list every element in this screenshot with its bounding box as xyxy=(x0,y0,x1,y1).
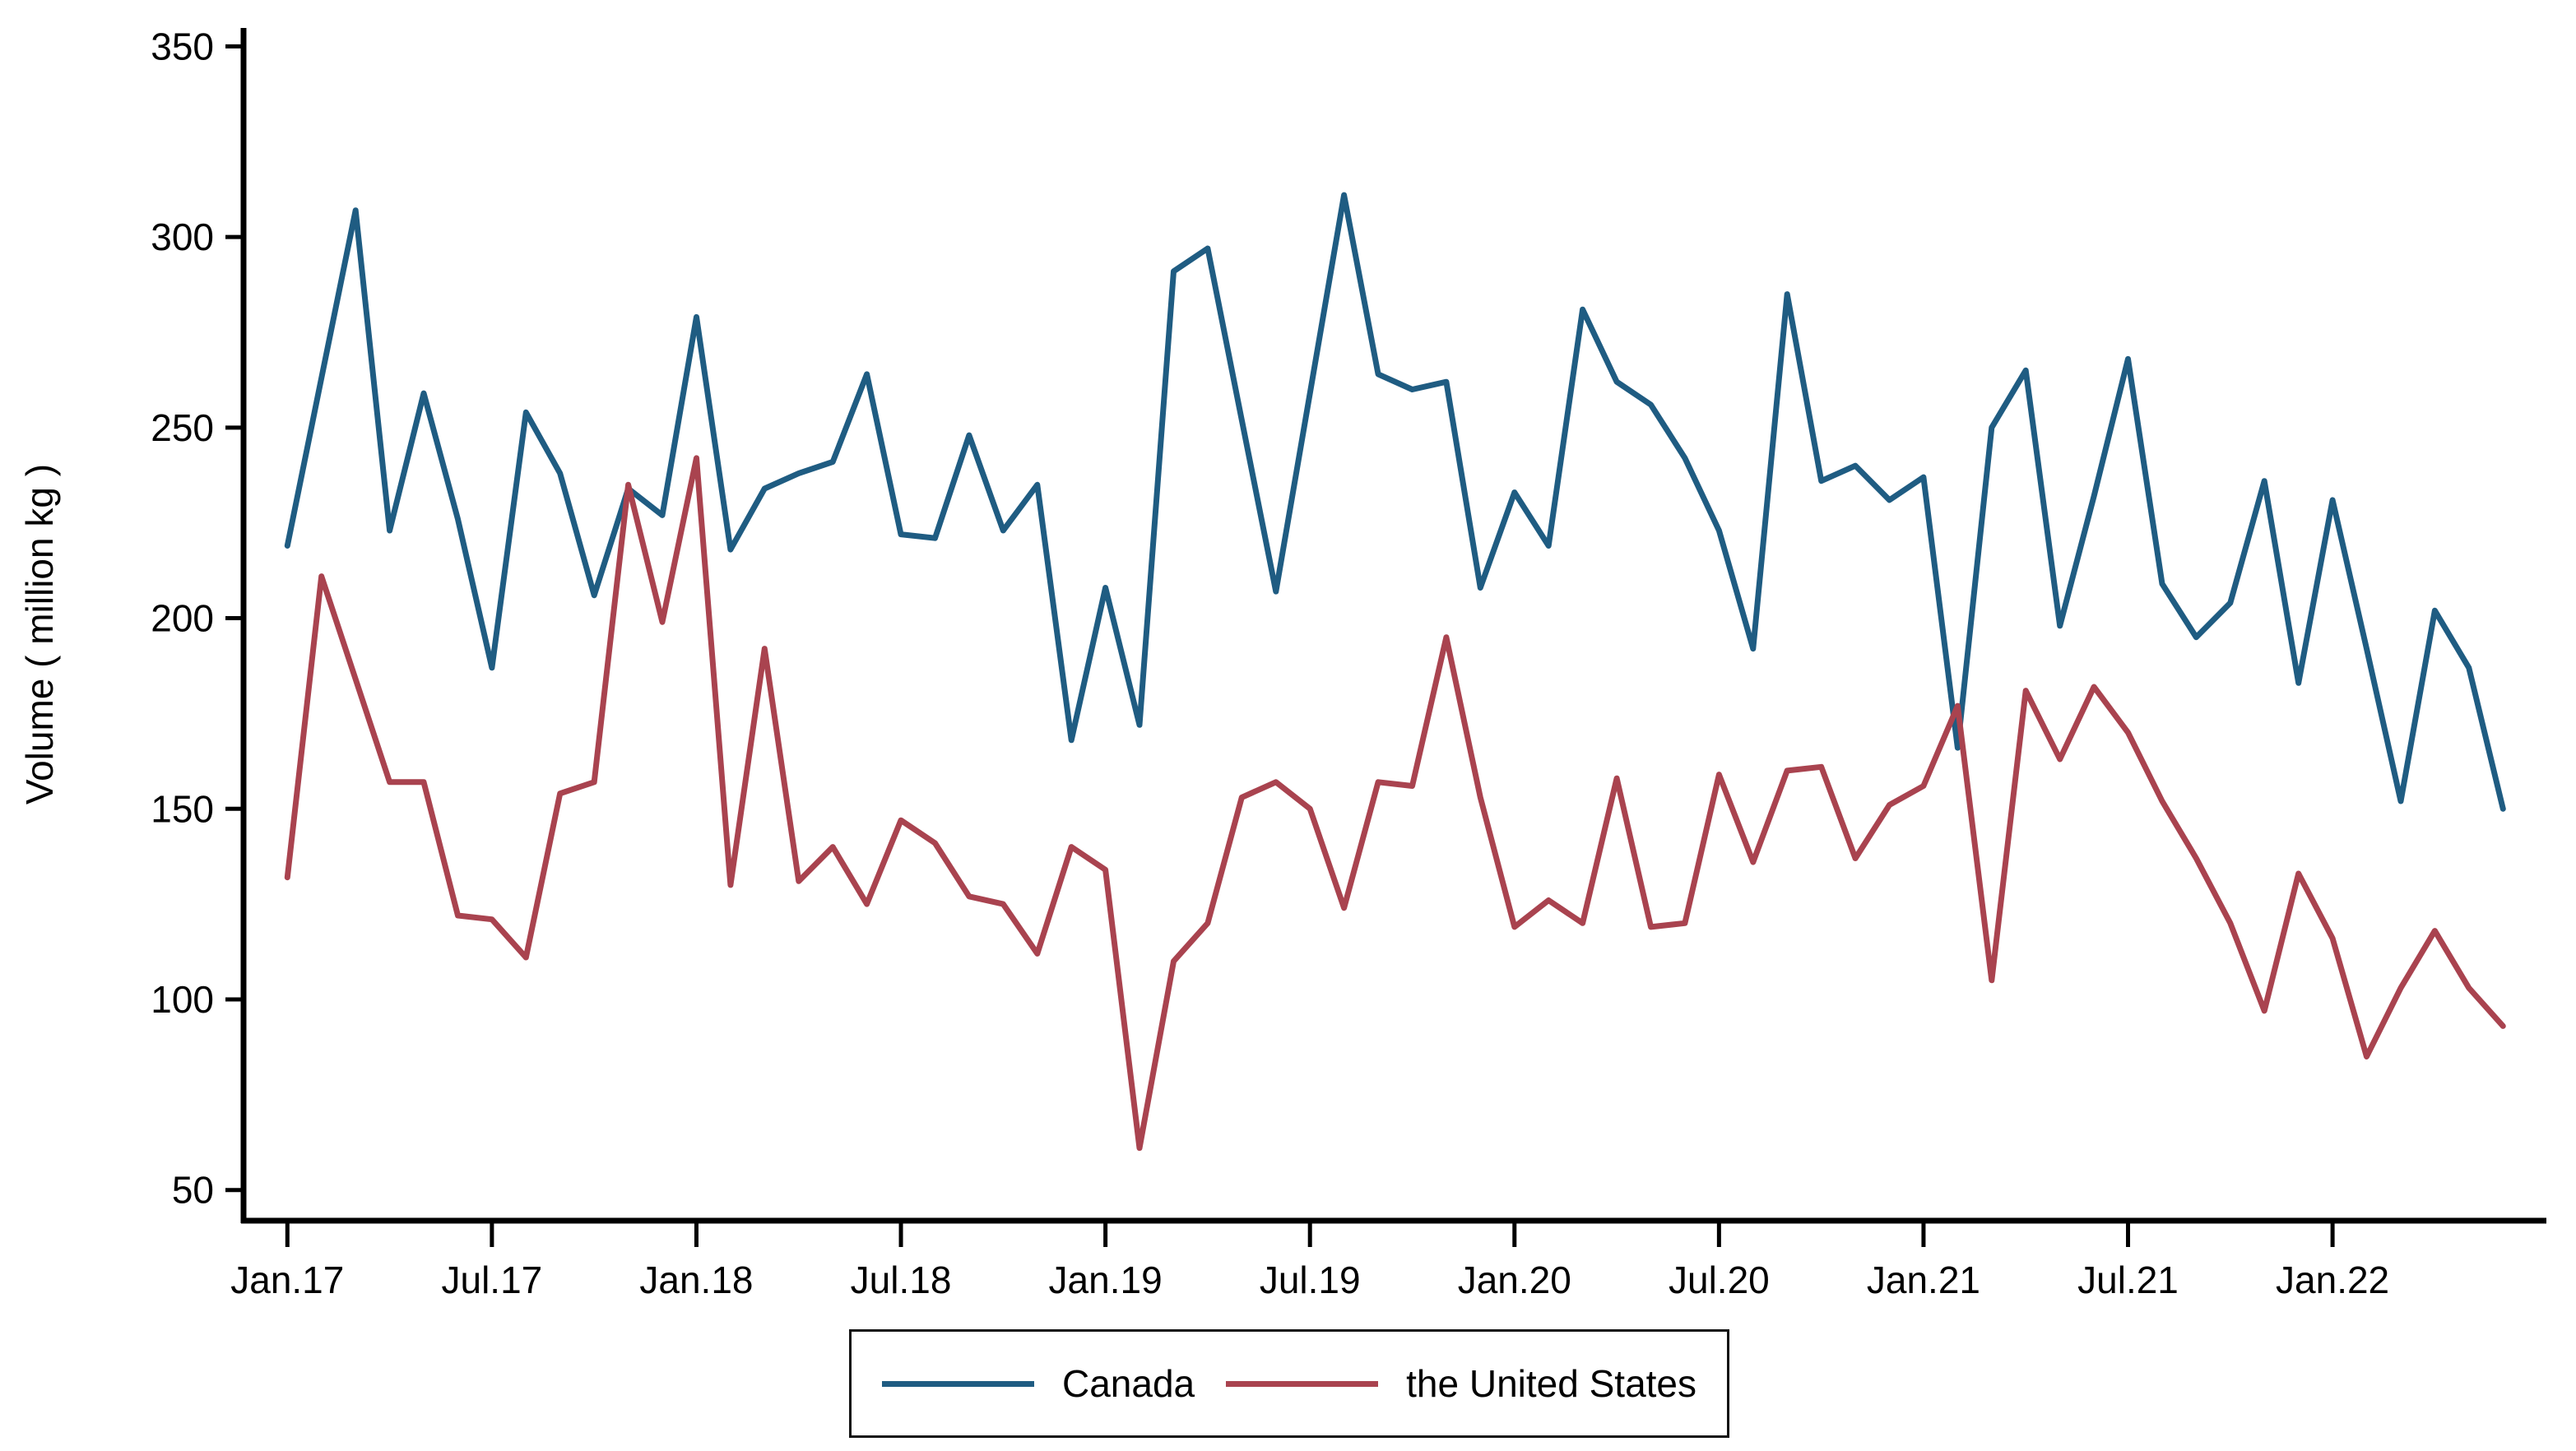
y-tick-label: 150 xyxy=(151,787,214,830)
x-tick-label: Jan.20 xyxy=(1458,1259,1571,1301)
us-line-swatch xyxy=(1226,1380,1379,1387)
legend-entry-us: the United States xyxy=(1226,1361,1696,1406)
x-tick-label: Jul.21 xyxy=(2077,1259,2179,1301)
legend-label-canada: Canada xyxy=(1061,1362,1195,1405)
x-tick-label: Jan.22 xyxy=(2276,1259,2389,1301)
x-tick-label: Jul.17 xyxy=(442,1259,543,1301)
series-line-the-united-states xyxy=(284,455,2506,1152)
y-tick-label: 350 xyxy=(151,25,214,67)
y-tick-label: 100 xyxy=(151,978,214,1021)
y-axis-title: Volume ( million kg ) xyxy=(18,463,61,805)
tick-labels: 50 100 150 200 250 300 350 Jan.17 Jul.17 Jan.18 Ju… xyxy=(151,25,2389,1301)
legend-box: Canada the United States xyxy=(849,1329,1729,1438)
x-tick-label: Jan.17 xyxy=(230,1259,344,1301)
x-tick-label: Jan.21 xyxy=(1867,1259,1980,1301)
x-tick-label: Jul.18 xyxy=(851,1259,952,1301)
y-tick-label: 50 xyxy=(172,1169,214,1212)
x-tick-label: Jul.20 xyxy=(1669,1259,1770,1301)
y-tick-label: 200 xyxy=(151,597,214,640)
x-tick-label: Jan.19 xyxy=(1049,1259,1163,1301)
axes xyxy=(225,28,2546,1247)
series-lines xyxy=(284,192,2506,1152)
legend-entry-canada: Canada xyxy=(881,1361,1195,1406)
y-tick-label: 250 xyxy=(151,406,214,449)
series-line-canada xyxy=(284,192,2506,812)
legend-label-us: the United States xyxy=(1406,1362,1697,1405)
y-tick-label: 300 xyxy=(151,216,214,258)
x-tick-label: Jul.19 xyxy=(1260,1259,1361,1301)
x-tick-label: Jan.18 xyxy=(639,1259,753,1301)
canada-line-swatch xyxy=(881,1380,1034,1387)
